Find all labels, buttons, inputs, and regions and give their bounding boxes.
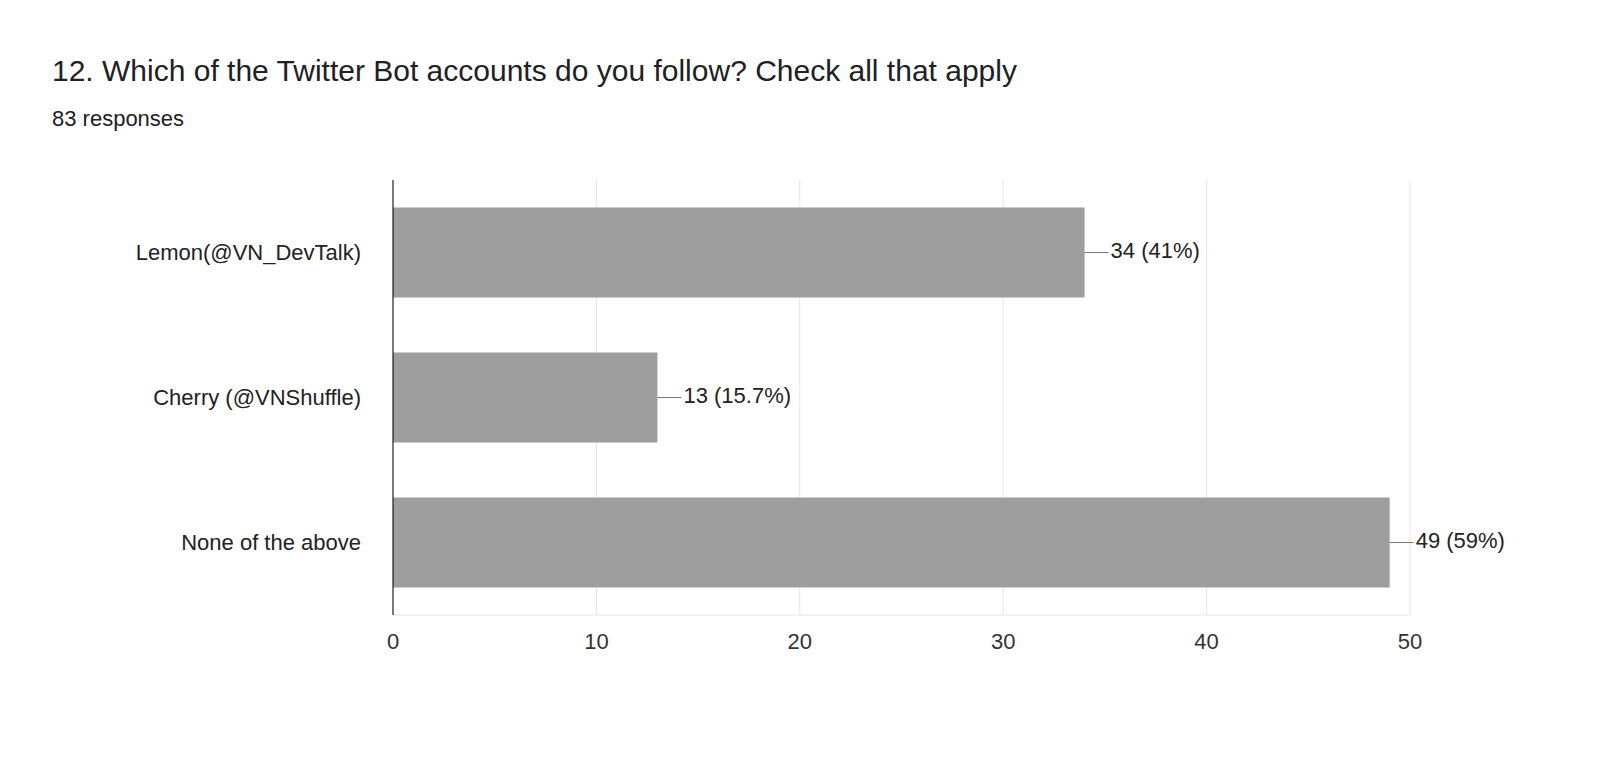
svg-text:49 (59%): 49 (59%) <box>1416 528 1505 553</box>
svg-text:20: 20 <box>788 629 812 654</box>
svg-text:50: 50 <box>1398 629 1422 654</box>
svg-text:0: 0 <box>387 629 399 654</box>
svg-text:40: 40 <box>1194 629 1218 654</box>
svg-text:34 (41%): 34 (41%) <box>1111 238 1200 263</box>
svg-text:13 (15.7%): 13 (15.7%) <box>683 383 791 408</box>
svg-text:10: 10 <box>584 629 608 654</box>
svg-text:None of the above: None of the above <box>181 530 361 555</box>
svg-text:Lemon(@VN_DevTalk): Lemon(@VN_DevTalk) <box>136 240 361 265</box>
html-text:83 responses: 83 responses <box>52 106 185 131</box>
html-text:12. Which of the Twitter Bot a: 12. Which of the Twitter Bot accounts do… <box>52 54 1017 87</box>
svg-text:Cherry (@VNShuffle): Cherry (@VNShuffle) <box>153 385 361 410</box>
svg-text:30: 30 <box>991 629 1015 654</box>
